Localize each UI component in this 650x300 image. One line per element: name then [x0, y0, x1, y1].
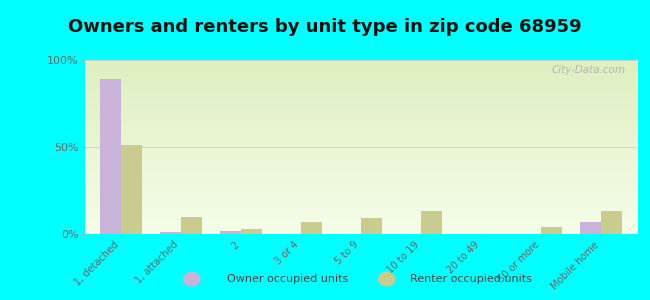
Bar — [541, 227, 562, 234]
Bar — [361, 218, 382, 234]
Bar — [601, 212, 622, 234]
Bar — [301, 222, 322, 234]
Text: Renter occupied units: Renter occupied units — [410, 274, 532, 284]
Text: Owners and renters by unit type in zip code 68959: Owners and renters by unit type in zip c… — [68, 18, 582, 36]
Bar — [240, 229, 262, 234]
Bar — [159, 232, 181, 234]
Text: City-Data.com: City-Data.com — [552, 65, 626, 75]
Bar — [580, 222, 601, 234]
Bar — [220, 230, 240, 234]
Bar — [120, 145, 142, 234]
Bar — [99, 79, 120, 234]
Bar — [181, 217, 202, 234]
Text: Owner occupied units: Owner occupied units — [227, 274, 349, 284]
Bar — [421, 212, 442, 234]
